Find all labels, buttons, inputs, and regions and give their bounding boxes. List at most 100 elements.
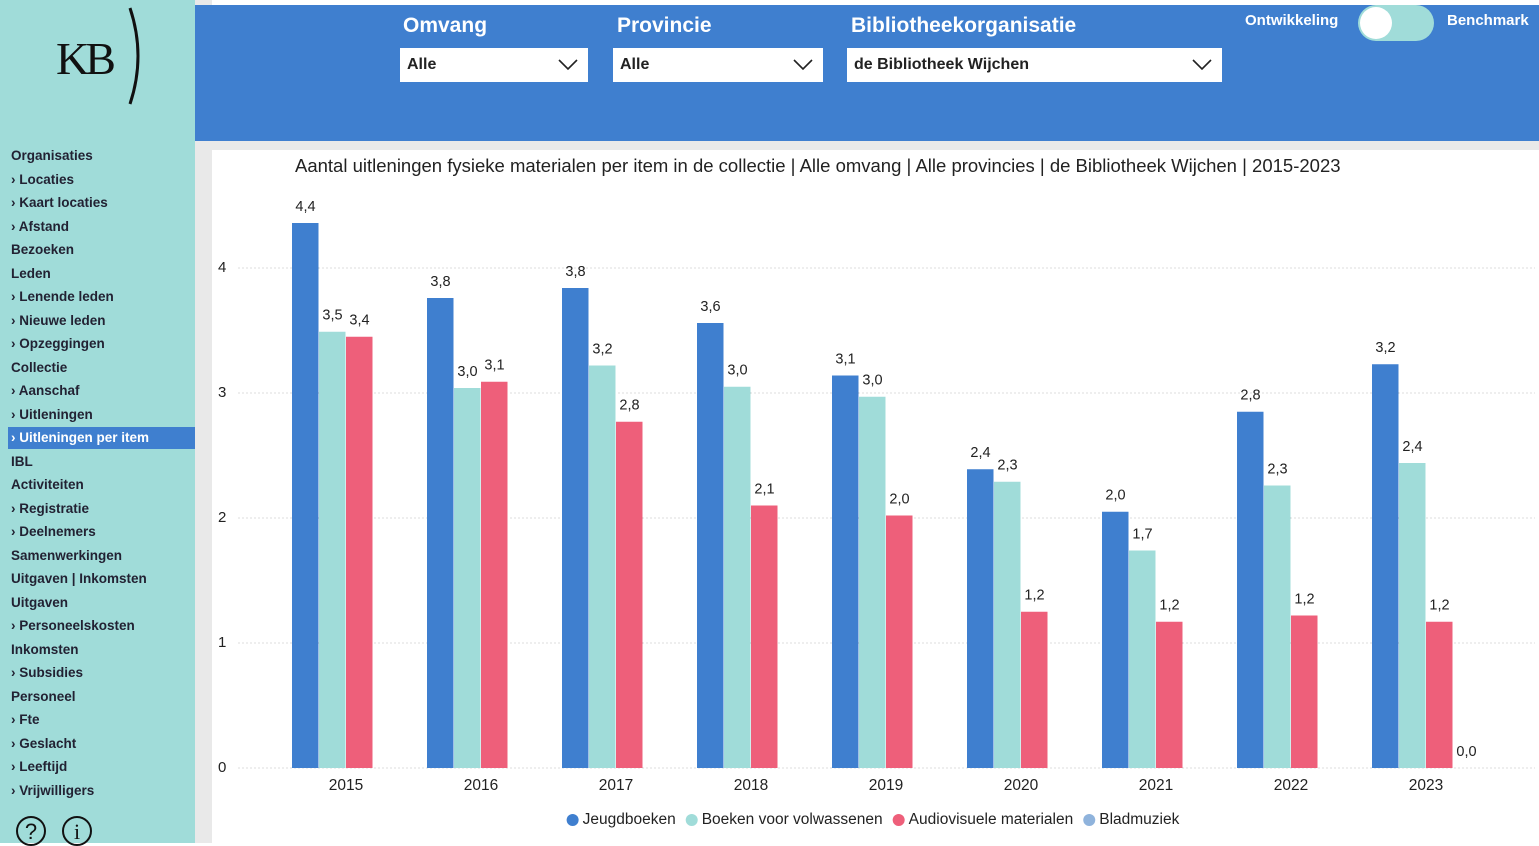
legend-label: Bladmuziek bbox=[1099, 811, 1179, 828]
legend-marker bbox=[566, 814, 579, 826]
nav-item[interactable]: › Subsidies bbox=[11, 665, 84, 680]
bar bbox=[1129, 550, 1156, 768]
nav-item[interactable]: › Lenende leden bbox=[11, 289, 114, 304]
data-label: 3,4 bbox=[349, 313, 369, 329]
data-label: 2,0 bbox=[889, 491, 909, 507]
data-label: 3,8 bbox=[430, 274, 450, 290]
bar bbox=[1102, 511, 1129, 768]
nav-item[interactable]: › Uitleningen per item bbox=[8, 427, 195, 449]
bar bbox=[697, 323, 724, 768]
bar bbox=[1021, 611, 1048, 768]
nav-item[interactable]: › Aanschaf bbox=[11, 383, 80, 398]
nav-item[interactable]: › Uitleningen bbox=[11, 406, 93, 422]
nav-item[interactable]: Inkomsten bbox=[11, 641, 79, 657]
y-tick-label: 4 bbox=[218, 259, 226, 276]
help-icon[interactable]: ? bbox=[16, 816, 46, 846]
bar bbox=[427, 298, 454, 768]
nav-item[interactable]: › Opzeggingen bbox=[11, 336, 105, 351]
x-tick-label: 2016 bbox=[464, 777, 498, 794]
data-label: 3,2 bbox=[1375, 340, 1395, 356]
nav-item[interactable]: › Registratie bbox=[11, 500, 90, 516]
nav-item[interactable]: › Fte bbox=[11, 712, 40, 727]
x-tick-label: 2019 bbox=[869, 777, 903, 794]
nav-item[interactable]: › Locaties bbox=[11, 171, 75, 187]
nav-item[interactable]: Uitgaven | Inkomsten bbox=[11, 571, 147, 586]
data-label: 2,0 bbox=[1105, 488, 1125, 504]
nav-item[interactable]: Samenwerkingen bbox=[11, 547, 123, 563]
nav-item[interactable]: Uitgaven bbox=[11, 594, 69, 610]
data-label: 3,8 bbox=[565, 264, 585, 280]
nav-item[interactable]: › Leeftijd bbox=[11, 759, 68, 774]
bar bbox=[589, 365, 616, 768]
nav-item[interactable]: Leden bbox=[11, 265, 51, 281]
bar bbox=[1156, 621, 1183, 768]
data-label: 1,2 bbox=[1294, 591, 1314, 607]
nav-item[interactable]: › Kaart locaties bbox=[11, 195, 108, 210]
toggle-switch[interactable] bbox=[1358, 5, 1434, 41]
x-tick-label: 2018 bbox=[734, 777, 768, 794]
bar bbox=[319, 331, 346, 768]
nav-item[interactable]: › Personeelskosten bbox=[11, 618, 135, 633]
x-tick-label: 2017 bbox=[599, 777, 633, 794]
data-label: 3,1 bbox=[835, 351, 855, 367]
dropdown[interactable]: de Bibliotheek Wijchen bbox=[847, 48, 1222, 82]
x-tick-label: 2020 bbox=[1004, 777, 1039, 794]
bar bbox=[292, 223, 319, 768]
nav-item[interactable]: Activiteiten bbox=[11, 477, 84, 492]
x-tick-label: 2021 bbox=[1139, 777, 1173, 794]
legend-marker bbox=[892, 814, 905, 826]
data-label: 3,0 bbox=[727, 363, 747, 379]
y-tick-label: 2 bbox=[218, 509, 226, 526]
nav-item[interactable]: › Deelnemers bbox=[11, 524, 96, 539]
dropdown-value: Alle bbox=[620, 56, 650, 73]
bar bbox=[1399, 463, 1426, 768]
bar bbox=[1237, 411, 1264, 768]
dropdown[interactable]: Alle bbox=[613, 48, 823, 82]
bar bbox=[346, 336, 373, 768]
bar bbox=[994, 481, 1021, 768]
bar bbox=[616, 421, 643, 768]
dropdown[interactable]: Alle bbox=[400, 48, 588, 82]
data-label: 1,2 bbox=[1159, 598, 1179, 614]
bar bbox=[481, 381, 508, 768]
data-label: 3,0 bbox=[457, 364, 477, 380]
info-icon[interactable]: i bbox=[62, 816, 92, 846]
y-tick-label: 3 bbox=[218, 384, 226, 401]
legend-marker bbox=[685, 814, 698, 826]
nav-item[interactable]: › Geslacht bbox=[11, 735, 77, 751]
bar bbox=[1426, 621, 1453, 768]
divider bbox=[195, 0, 212, 843]
x-tick-label: 2023 bbox=[1409, 777, 1443, 794]
nav-item[interactable]: IBL bbox=[11, 453, 33, 469]
bar bbox=[832, 375, 859, 768]
nav-item[interactable]: › Afstand bbox=[11, 218, 69, 234]
nav-item[interactable]: Collectie bbox=[11, 359, 68, 375]
bar bbox=[751, 505, 778, 768]
nav-item[interactable]: Organisaties bbox=[11, 148, 93, 163]
toggle-label: Benchmark bbox=[1447, 12, 1529, 29]
bar bbox=[454, 388, 481, 768]
nav-item[interactable]: Bezoeken bbox=[11, 242, 75, 257]
data-label: 1,2 bbox=[1024, 588, 1044, 604]
bar bbox=[967, 469, 994, 768]
filter-label: Omvang bbox=[403, 14, 488, 37]
data-label: 2,3 bbox=[1267, 461, 1287, 477]
dropdown-value: Alle bbox=[407, 56, 437, 73]
data-label: 1,7 bbox=[1132, 526, 1152, 542]
toggle-label: Ontwikkeling bbox=[1245, 12, 1339, 29]
data-label: 2,4 bbox=[970, 445, 990, 461]
data-label: 3,5 bbox=[322, 308, 342, 324]
nav-item[interactable]: › Vrijwilligers bbox=[11, 782, 95, 798]
chart-title: Aantal uitleningen fysieke materialen pe… bbox=[295, 155, 1341, 176]
bar bbox=[1264, 485, 1291, 768]
logo: KB bbox=[56, 33, 116, 84]
data-label: 2,4 bbox=[1402, 439, 1422, 455]
nav-item[interactable]: › Nieuwe leden bbox=[11, 312, 106, 328]
bar bbox=[1372, 364, 1399, 768]
legend-label: Audiovisuele materialen bbox=[909, 811, 1074, 828]
data-label: 2,1 bbox=[754, 481, 774, 497]
filter-label: Bibliotheekorganisatie bbox=[851, 14, 1077, 37]
data-label: 3,2 bbox=[592, 341, 612, 357]
nav-item[interactable]: Personeel bbox=[11, 688, 76, 704]
data-label: 2,8 bbox=[619, 398, 639, 414]
